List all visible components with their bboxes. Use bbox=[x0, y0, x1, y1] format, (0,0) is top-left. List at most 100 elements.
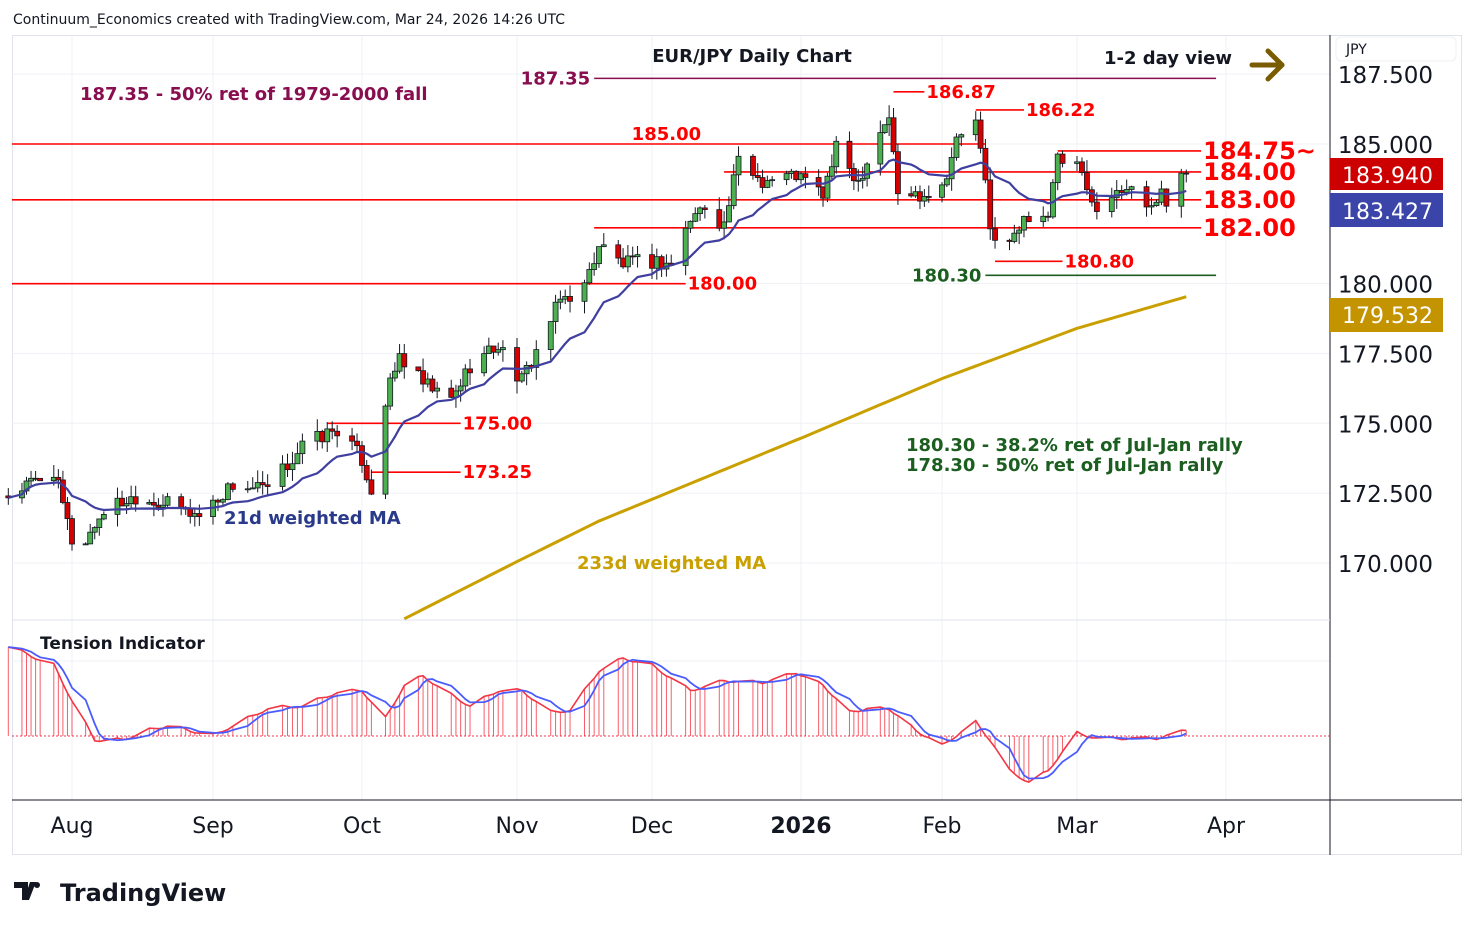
candle-up bbox=[581, 282, 588, 302]
candle-up bbox=[953, 136, 960, 158]
candle-down bbox=[215, 499, 221, 503]
candle-down bbox=[1025, 216, 1032, 223]
candle-up bbox=[387, 377, 394, 407]
candle-down bbox=[329, 428, 336, 432]
price-tags: 183.940 183.427 179.532 bbox=[1330, 158, 1443, 332]
candle-up bbox=[457, 385, 464, 392]
candle-up bbox=[855, 179, 862, 182]
wma233-value: 179.532 bbox=[1342, 304, 1433, 329]
candle-up bbox=[1040, 215, 1047, 223]
candle-down bbox=[55, 476, 62, 481]
candle-up bbox=[721, 221, 727, 229]
level-label: 182.00 bbox=[1203, 214, 1296, 242]
wma21-value: 183.427 bbox=[1342, 200, 1433, 225]
price-tick: 187.500 bbox=[1338, 63, 1433, 89]
candle-up bbox=[249, 487, 256, 490]
tradingview-logo[interactable]: TradingView bbox=[14, 879, 226, 907]
candle-down bbox=[354, 440, 360, 447]
candle-up bbox=[591, 263, 598, 270]
candle-up bbox=[220, 499, 226, 503]
time-tick: Aug bbox=[51, 814, 94, 839]
candle-down bbox=[615, 244, 622, 259]
candle-up bbox=[396, 353, 403, 372]
chart-frame bbox=[12, 35, 1462, 855]
candle-up bbox=[1128, 186, 1135, 190]
candle-up bbox=[653, 256, 660, 269]
candle-down bbox=[132, 496, 139, 505]
candle-down bbox=[1006, 239, 1013, 242]
candle-up bbox=[1074, 161, 1080, 164]
candle-up bbox=[833, 140, 840, 168]
candle-down bbox=[890, 117, 897, 153]
candle-down bbox=[1163, 188, 1170, 207]
candle-up bbox=[557, 298, 564, 303]
last-price: 183.940 bbox=[1342, 164, 1433, 189]
candle-up bbox=[314, 431, 321, 442]
time-tick: 2026 bbox=[770, 814, 831, 839]
candle-up bbox=[1178, 172, 1185, 207]
candle-down bbox=[196, 513, 203, 518]
candle-down bbox=[415, 366, 422, 372]
candle-down bbox=[150, 502, 157, 506]
candle-up bbox=[1108, 197, 1115, 212]
candle-down bbox=[716, 209, 723, 229]
candle-up bbox=[96, 518, 103, 528]
candle-up bbox=[1123, 189, 1130, 193]
candle-down bbox=[701, 207, 708, 211]
candle-down bbox=[259, 482, 266, 486]
candle-down bbox=[649, 254, 655, 269]
candle-up bbox=[943, 178, 950, 186]
candle-up bbox=[1054, 153, 1061, 184]
level-label: 185.00 bbox=[632, 124, 701, 145]
candle-down bbox=[359, 445, 365, 466]
candle-up bbox=[958, 134, 965, 138]
candle-up bbox=[424, 378, 431, 385]
candle-up bbox=[160, 504, 166, 508]
tension-signal-line bbox=[8, 646, 1187, 780]
candle-up bbox=[114, 497, 121, 515]
candle-up bbox=[939, 184, 945, 198]
candle-down bbox=[750, 155, 756, 176]
candle-up bbox=[730, 174, 737, 207]
price-tick: 185.000 bbox=[1338, 133, 1433, 159]
candle-down bbox=[368, 479, 375, 495]
time-tick: Mar bbox=[1056, 814, 1098, 839]
wma21-line bbox=[8, 158, 1187, 512]
candle-up bbox=[91, 527, 98, 533]
retracement-note-2: 178.30 - 50% ret of Jul-Jan rally bbox=[906, 455, 1224, 476]
attribution: Continuum_Economics created with Trading… bbox=[13, 12, 565, 28]
currency-button[interactable] bbox=[1335, 36, 1457, 62]
candle-down bbox=[1143, 186, 1150, 208]
candle-down bbox=[629, 255, 636, 258]
candle-up bbox=[726, 205, 732, 223]
price-tick: 172.500 bbox=[1338, 482, 1433, 508]
level-label: 173.25 bbox=[463, 462, 532, 483]
level-label: 180.30 bbox=[912, 265, 981, 286]
level-label: 187.35 bbox=[521, 68, 590, 89]
price-axis[interactable]: 187.500 185.000 180.000 177.500 175.000 172.5… bbox=[1338, 63, 1433, 578]
level-label: 186.87 bbox=[926, 82, 995, 103]
candle-down bbox=[977, 119, 984, 149]
candle-down bbox=[467, 368, 473, 374]
candle-up bbox=[294, 453, 301, 465]
wma21-label: 21d weighted MA bbox=[224, 508, 401, 529]
candle-down bbox=[334, 430, 341, 437]
candle-up bbox=[596, 246, 602, 265]
candle-up bbox=[279, 463, 286, 487]
candle-down bbox=[429, 378, 436, 392]
wma233-label: 233d weighted MA bbox=[577, 553, 766, 574]
candle-up bbox=[434, 387, 441, 392]
candle-down bbox=[37, 477, 44, 482]
candle-up bbox=[864, 163, 870, 179]
time-axis[interactable]: Aug Sep Oct Nov Dec 2026 Feb Mar Apr bbox=[51, 814, 1246, 839]
candle-down bbox=[448, 387, 455, 398]
candle-down bbox=[754, 175, 761, 178]
candle-down bbox=[925, 196, 932, 198]
candle-down bbox=[620, 257, 626, 268]
candle-down bbox=[119, 497, 125, 507]
candle-up bbox=[82, 543, 89, 546]
candle-up bbox=[1153, 201, 1160, 207]
candle-up bbox=[462, 368, 469, 387]
last-price-tag bbox=[1330, 158, 1443, 190]
